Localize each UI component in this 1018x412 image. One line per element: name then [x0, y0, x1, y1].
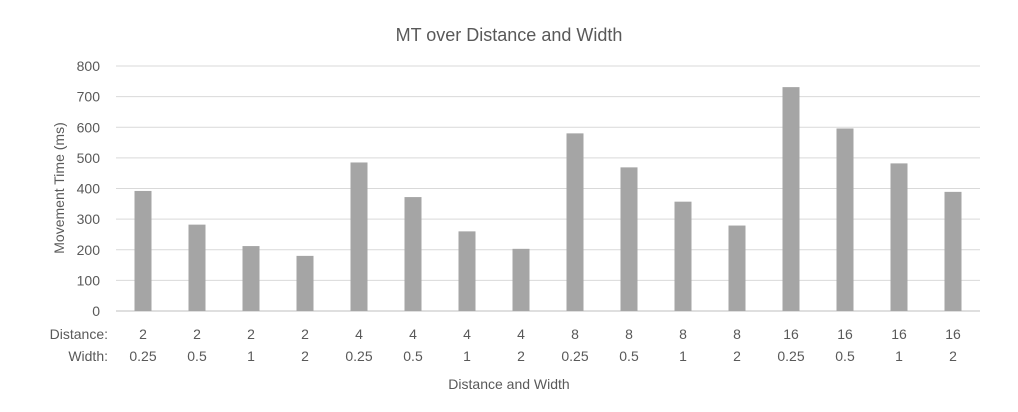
y-axis-title: Movement Time (ms) — [51, 122, 67, 253]
x-tick-label: 0.5 — [619, 348, 639, 364]
x-tick-label: 0.25 — [561, 348, 588, 364]
x-tick-label: 8 — [679, 326, 687, 342]
x-tick-label: 0.25 — [129, 348, 156, 364]
x-tick-label: 1 — [247, 348, 255, 364]
chart-title: MT over Distance and Width — [396, 25, 623, 45]
x-axis-title: Distance and Width — [448, 376, 569, 392]
x-tick-label: 0.5 — [835, 348, 855, 364]
x-tick-label: 1 — [679, 348, 687, 364]
x-tick-label: 0.25 — [777, 348, 804, 364]
x-axis-ticks: Distance: 2 2 2 2 4 4 4 4 8 8 8 8 16 16 16 16 Width: 0.25 0… — [50, 326, 961, 364]
x-tick-label: 4 — [355, 326, 363, 342]
bar — [566, 133, 584, 311]
bar — [350, 162, 368, 311]
x-tick-label: 2 — [949, 348, 957, 364]
category-row-label: Distance: — [50, 326, 108, 342]
bar — [944, 191, 962, 311]
bar — [836, 128, 854, 311]
bar — [188, 224, 206, 311]
x-tick-label: 8 — [733, 326, 741, 342]
x-tick-label: 0.25 — [345, 348, 372, 364]
bar — [782, 87, 800, 311]
x-tick-label: 16 — [837, 326, 853, 342]
y-tick-label: 100 — [77, 272, 101, 288]
bar — [890, 163, 908, 311]
x-tick-label: 2 — [193, 326, 201, 342]
x-tick-label: 4 — [409, 326, 417, 342]
bar — [242, 246, 260, 311]
x-tick-label: 2 — [301, 348, 309, 364]
x-tick-label: 1 — [463, 348, 471, 364]
x-tick-label: 16 — [891, 326, 907, 342]
bar — [134, 190, 152, 311]
x-tick-label: 16 — [783, 326, 799, 342]
x-tick-label: 4 — [463, 326, 471, 342]
y-tick-label: 700 — [77, 89, 101, 105]
y-tick-label: 800 — [77, 58, 101, 74]
bars — [134, 87, 962, 311]
x-tick-label: 2 — [301, 326, 309, 342]
y-tick-label: 600 — [77, 119, 101, 135]
gridlines — [116, 65, 980, 312]
bar — [512, 248, 530, 311]
x-tick-label: 16 — [945, 326, 961, 342]
bar — [620, 167, 638, 311]
y-tick-label: 300 — [77, 211, 101, 227]
y-tick-label: 200 — [77, 242, 101, 258]
x-tick-label: 0.5 — [187, 348, 207, 364]
y-tick-label: 0 — [92, 303, 100, 319]
bar — [404, 197, 422, 311]
category-row-label: Width: — [68, 348, 108, 364]
y-tick-label: 400 — [77, 181, 101, 197]
x-tick-label: 1 — [895, 348, 903, 364]
x-tick-label: 0.5 — [403, 348, 423, 364]
bar — [728, 225, 746, 311]
x-tick-label: 8 — [571, 326, 579, 342]
bar — [296, 255, 314, 311]
x-tick-label: 2 — [733, 348, 741, 364]
x-tick-label: 2 — [247, 326, 255, 342]
x-tick-label: 2 — [517, 348, 525, 364]
bar — [674, 201, 692, 311]
bar — [458, 231, 476, 311]
y-tick-label: 500 — [77, 150, 101, 166]
y-axis-ticks: 0 100 200 300 400 500 600 700 800 — [77, 58, 101, 319]
x-tick-label: 8 — [625, 326, 633, 342]
x-tick-label: 2 — [139, 326, 147, 342]
x-tick-label: 4 — [517, 326, 525, 342]
